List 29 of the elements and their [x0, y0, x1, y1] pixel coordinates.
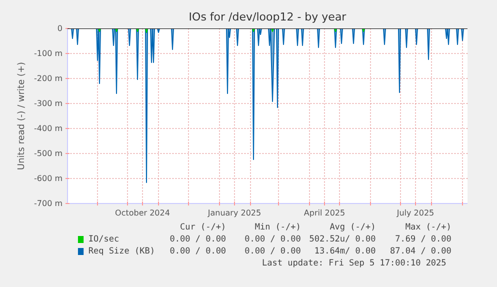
text: 7.69 / 0.00 [395, 234, 452, 244]
text: Cur (-/+) [180, 222, 226, 232]
text: 0.00 / 0.00 [170, 246, 226, 256]
text: Last update: Fri Sep 5 17:00:10 2025 [262, 258, 446, 268]
x-tick-label: April 2025 [304, 208, 346, 218]
x-tick-label: July 2025 [396, 208, 434, 218]
y-tick-label: -500 m [34, 149, 63, 158]
y-tick-label: -600 m [34, 174, 63, 183]
text: 0.00 / 0.00 [244, 234, 301, 244]
text: 0.00 / 0.00 [244, 246, 301, 256]
y-tick-label: -400 m [34, 124, 63, 133]
x-tick-label: January 2025 [206, 208, 262, 218]
y-tick-label: 0 [57, 24, 63, 33]
chart-title: IOs for /dev/loop12 - by year [188, 10, 347, 24]
text: 87.04 / 0.00 [390, 246, 452, 256]
y-tick-label: -200 m [34, 74, 63, 83]
legend-label: IO/sec [88, 234, 120, 244]
text: Avg (-/+) [330, 222, 376, 232]
y-tick-label: -100 m [34, 49, 63, 58]
text: Min (-/+) [254, 222, 301, 232]
y-tick-label: -700 m [34, 199, 63, 208]
y-axis-title: Units read (-) / write (+) [17, 62, 28, 170]
text: 0.00 / 0.00 [170, 234, 226, 244]
y-tick-label: -300 m [34, 99, 63, 108]
text: 13.64m/ 0.00 [314, 246, 376, 256]
text: 502.52u/ 0.00 [309, 234, 376, 244]
x-tick-label: October 2024 [115, 208, 170, 218]
legend-label: Req Size (KB) [88, 246, 155, 256]
text: Max (-/+) [405, 222, 452, 232]
